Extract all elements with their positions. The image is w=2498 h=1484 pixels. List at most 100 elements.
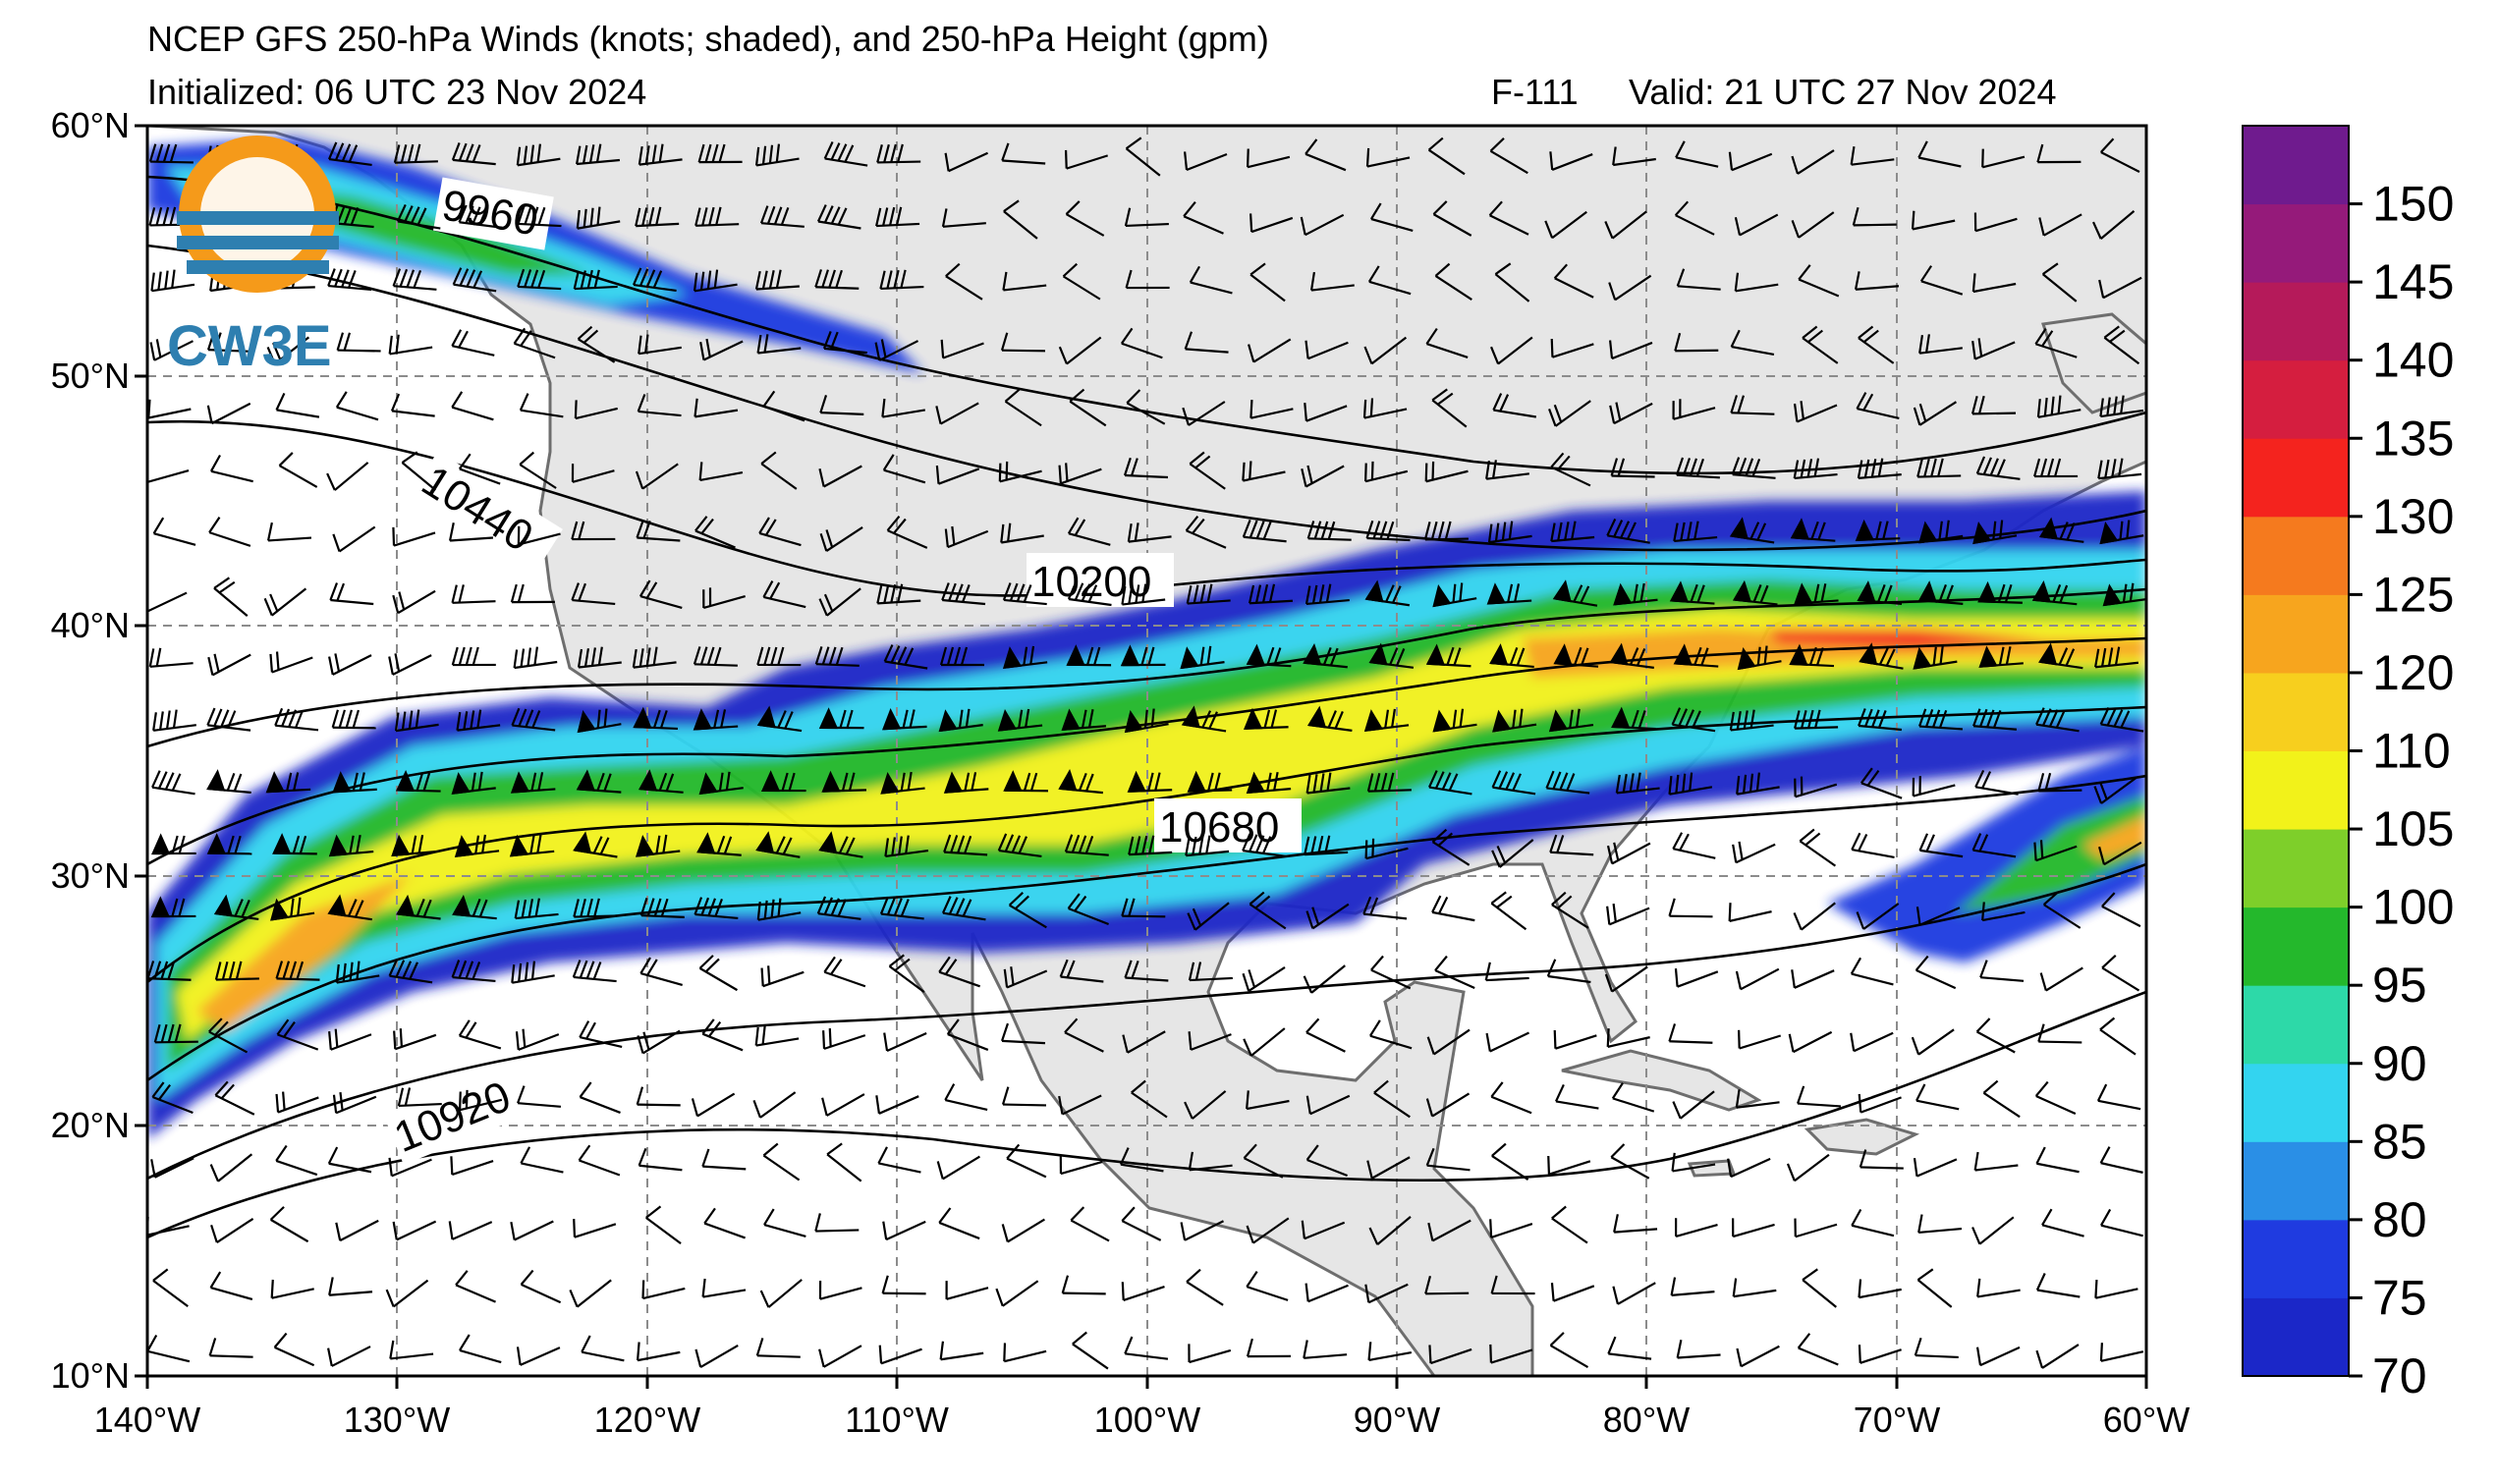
wind-barb xyxy=(756,705,803,733)
wind-barb xyxy=(1188,962,1233,982)
wind-barb xyxy=(1249,400,1294,419)
wind-barb xyxy=(1613,582,1658,606)
forecast-hour: F-111 xyxy=(1491,72,1579,112)
wind-barb xyxy=(1915,955,1957,990)
wind-barb xyxy=(633,706,679,731)
wind-barb xyxy=(510,771,556,794)
wind-barb xyxy=(1119,1147,1164,1173)
lon-label-100w: 100°W xyxy=(1094,1400,1200,1440)
wind-barb xyxy=(1612,1282,1656,1305)
wind-barb xyxy=(645,1205,682,1245)
wind-barb xyxy=(1854,271,1900,291)
wind-barb xyxy=(1183,201,1224,235)
wind-barb xyxy=(576,769,622,794)
wind-barb xyxy=(1427,1219,1471,1242)
wind-barb xyxy=(1979,960,2025,982)
wind-barb xyxy=(1364,461,1409,483)
wind-barb xyxy=(1249,213,1294,234)
wind-barb xyxy=(1672,832,1716,859)
wind-barb xyxy=(153,1023,198,1044)
wind-barb xyxy=(632,646,677,669)
wind-barb xyxy=(1608,274,1652,302)
wind-barb xyxy=(1425,643,1471,668)
wind-barb xyxy=(1180,1220,1224,1241)
wind-barb xyxy=(1672,1090,1715,1120)
wind-barb xyxy=(1794,776,1838,798)
wind-barb xyxy=(1364,579,1411,607)
wind-barb xyxy=(1851,1208,1895,1237)
wind-barb xyxy=(579,1081,621,1114)
wind-barb xyxy=(327,1146,372,1174)
wind-barb xyxy=(760,770,806,793)
wind-barb xyxy=(1121,1282,1165,1301)
wind-barb xyxy=(1489,1219,1533,1238)
wind-barb xyxy=(637,394,682,417)
wind-barb xyxy=(208,1338,253,1358)
lon-tick-labels: 140°W 130°W 120°W 110°W 100°W 90°W 80°W … xyxy=(94,1400,2190,1440)
wind-barb xyxy=(1365,147,1411,168)
wind-barb xyxy=(2099,520,2144,545)
wind-barb xyxy=(392,268,437,291)
wind-barb xyxy=(1981,148,2026,169)
wind-barb xyxy=(814,269,860,290)
plot-title: NCEP GFS 250-hPa Winds (knots; shaded), … xyxy=(147,19,1269,59)
wind-barb xyxy=(275,392,320,418)
wind-barb xyxy=(1242,966,1286,992)
hispaniola-land xyxy=(1804,1118,1920,1156)
wind-barb xyxy=(1491,839,1534,868)
contour-labels: 9960 10200 10440 10680 10920 xyxy=(383,177,1302,1166)
wind-barb xyxy=(1732,579,1778,606)
wind-barb xyxy=(209,1271,253,1301)
wind-barb xyxy=(883,1031,927,1053)
wind-barb xyxy=(638,143,683,166)
wind-barb xyxy=(335,1219,379,1242)
wind-barb xyxy=(576,143,621,166)
wind-barb xyxy=(1124,1336,1169,1360)
wind-barb xyxy=(754,1025,800,1047)
lon-label-140w: 140°W xyxy=(94,1400,200,1440)
contour-label-10680: 10680 xyxy=(1159,803,1279,852)
wind-barb xyxy=(1794,582,1839,605)
wind-barb xyxy=(694,206,740,227)
wind-barb xyxy=(148,647,194,668)
colorbar-tick-label: 80 xyxy=(2372,1192,2427,1247)
wind-barb xyxy=(2041,262,2078,302)
lat-label-60n: 60°N xyxy=(51,105,130,145)
wind-barb xyxy=(698,771,744,796)
wind-barb xyxy=(1673,521,1718,543)
wind-barb xyxy=(1180,645,1225,670)
wind-barb xyxy=(1365,520,1411,542)
wind-barb xyxy=(1125,137,1161,177)
wind-barb xyxy=(1434,955,1475,989)
wind-barb xyxy=(2031,580,2078,606)
wind-barb xyxy=(1003,966,1048,989)
wind-barb xyxy=(1362,398,1408,419)
wind-barb xyxy=(152,1268,189,1308)
lat-label-40n: 40°N xyxy=(51,605,130,645)
wind-barb xyxy=(1793,902,1836,931)
wind-barb xyxy=(995,1280,1039,1307)
wind-barb xyxy=(816,204,861,230)
colorbar-tick-label: 90 xyxy=(2372,1036,2427,1091)
colorbar-tick-label: 100 xyxy=(2372,880,2454,935)
wind-barb xyxy=(940,339,984,359)
wind-barb xyxy=(696,832,742,856)
lat-label-20n: 20°N xyxy=(51,1105,130,1145)
wind-barb xyxy=(266,336,310,365)
wind-barb xyxy=(2042,891,2082,929)
colorbar-swatch xyxy=(2243,1297,2349,1377)
wind-barb xyxy=(208,516,251,547)
wind-barb xyxy=(701,1018,744,1052)
wind-barb xyxy=(1860,767,1903,799)
wind-barb xyxy=(452,267,497,293)
wind-barb xyxy=(394,709,439,733)
wind-barb xyxy=(1981,902,2026,922)
wind-barb xyxy=(1003,199,1038,240)
wind-barb xyxy=(1553,263,1594,299)
wind-barb xyxy=(1067,581,1112,607)
wind-barb xyxy=(331,709,376,730)
wind-barb xyxy=(209,454,253,483)
wind-barb xyxy=(823,141,868,167)
height-contours xyxy=(147,175,2146,1239)
wind-barb xyxy=(1674,200,1715,236)
